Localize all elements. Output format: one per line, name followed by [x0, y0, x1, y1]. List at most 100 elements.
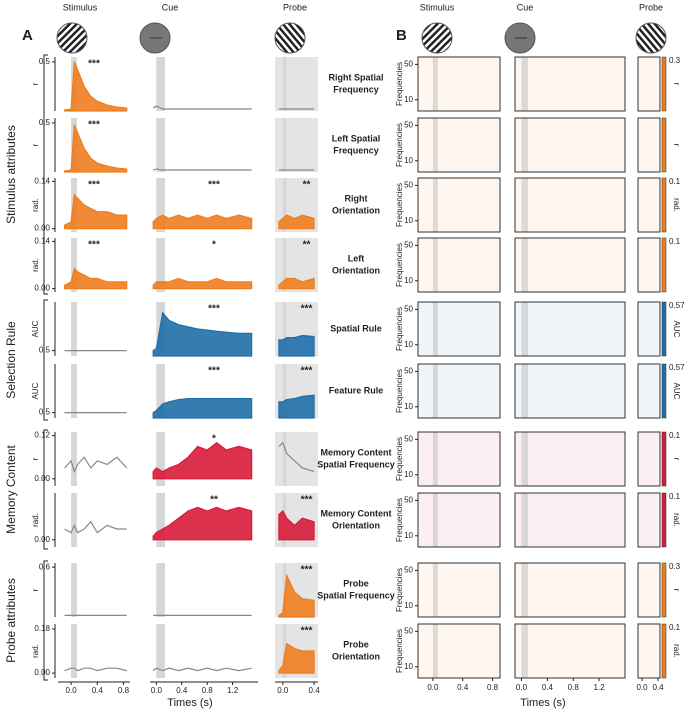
heatmap: [637, 492, 661, 548]
y-tick-label: 10: [404, 470, 413, 479]
x-tick-label: 1.2: [227, 686, 239, 695]
y-tick-label: 50: [404, 181, 413, 190]
heatmap: [514, 237, 626, 293]
x-tick-label: 0.4: [92, 686, 104, 695]
colorbar: [661, 237, 667, 293]
heatmap: [514, 562, 626, 618]
heatmap: [417, 117, 501, 173]
colorbar: [661, 431, 667, 487]
y-tick-label: 0.12: [34, 431, 50, 440]
colorbar-label: rad.: [672, 198, 681, 212]
probe-icon: [635, 22, 667, 54]
y-tick-label: 50: [404, 60, 413, 69]
decoding-line: [64, 667, 127, 672]
y-tick-label: 50: [404, 241, 413, 250]
y-tick-label: 50: [404, 435, 413, 444]
stimulus-window: [432, 563, 438, 617]
y-tick-label: 10: [404, 662, 413, 671]
heatmap: [514, 177, 626, 233]
heatmap: [637, 431, 661, 487]
x-axis-label: Times (s): [167, 697, 212, 709]
colorbar: [661, 56, 667, 112]
group-label: Memory Content: [4, 444, 18, 533]
heatmap: [514, 56, 626, 112]
stimulus-window: [521, 118, 529, 172]
decoding-line: [64, 520, 127, 534]
significance-stars: ***: [88, 240, 100, 251]
colorbar: [661, 117, 667, 173]
row-name: Frequency: [333, 84, 379, 94]
decoding-area: [278, 510, 315, 541]
decoding-area: [63, 124, 128, 173]
y-axis-label: AUC: [31, 382, 40, 399]
group-label: Probe attributes: [4, 578, 18, 663]
stimulus-window: [282, 57, 287, 111]
y-axis-label: r: [31, 143, 40, 146]
x-tick-label: 0.4: [457, 683, 469, 692]
heatmap: [637, 237, 661, 293]
heatmap: [637, 177, 661, 233]
group-bracket: [43, 299, 48, 421]
x-tick-label: 0.8: [568, 683, 580, 692]
x-tick-label: 0.0: [636, 683, 648, 692]
y-tick-label: 50: [404, 367, 413, 376]
heatmap: [514, 117, 626, 173]
y-tick-label: 10: [404, 276, 413, 285]
colorbar-tick-label: 0.1: [669, 431, 681, 440]
decoding-area: [278, 214, 315, 230]
decoding-area: [278, 642, 315, 674]
heatmap: [417, 237, 501, 293]
stimulus-window: [71, 563, 77, 617]
stimulus-window: [521, 624, 529, 678]
y-tick-label: 50: [404, 627, 413, 636]
stimulus-window: [156, 118, 165, 172]
y-axis-label: AUC: [31, 320, 40, 337]
stimulus-window: [521, 563, 529, 617]
x-tick-label: 0.8: [487, 683, 499, 692]
y-tick-label: 10: [404, 601, 413, 610]
decoding-area: [278, 573, 315, 618]
stimulus-window: [156, 364, 165, 418]
y-tick-label: 0.5: [39, 118, 51, 127]
y-axis-label: Frequencies: [395, 498, 404, 542]
decoding-area: [278, 394, 315, 419]
heatmap: [514, 363, 626, 419]
heatmap: [637, 623, 661, 679]
y-axis-label: Frequencies: [395, 629, 404, 673]
row-name: Spatial Frequency: [317, 459, 395, 469]
heatmap: [514, 623, 626, 679]
colorbar-label: rad.: [672, 513, 681, 527]
row-name: Left Spatial: [332, 133, 381, 143]
y-tick-label: 10: [404, 95, 413, 104]
significance-stars: **: [303, 180, 311, 191]
panel-label: A: [22, 27, 33, 44]
y-axis-label: r: [31, 457, 40, 460]
x-axis-label: Times (s): [520, 697, 565, 709]
row-name: Frequency: [333, 145, 379, 155]
decoding-area: [152, 277, 253, 290]
significance-stars: ***: [208, 366, 220, 377]
colorbar-label: AUC: [672, 321, 681, 338]
row-name: Spatial Frequency: [317, 590, 395, 600]
stimulus-icon: [421, 22, 453, 54]
heatmap: [417, 301, 501, 357]
significance-stars: ***: [88, 59, 100, 70]
stimulus-window: [521, 364, 529, 418]
heatmap: [514, 301, 626, 357]
colorbar: [661, 623, 667, 679]
significance-stars: ***: [301, 304, 313, 315]
stimulus-window: [432, 624, 438, 678]
significance-stars: **: [210, 495, 218, 506]
y-axis-label: Frequencies: [395, 437, 404, 481]
colorbar: [661, 562, 667, 618]
colorbar-label: r: [672, 458, 681, 461]
colorbar: [661, 301, 667, 357]
decoding-area: [63, 267, 128, 290]
stimulus-window: [432, 302, 438, 356]
group-bracket: [43, 54, 48, 295]
column-header: Stimulus: [420, 2, 455, 12]
significance-stars: ***: [208, 180, 220, 191]
column-header: Probe: [639, 2, 663, 12]
decoding-area: [152, 214, 253, 230]
